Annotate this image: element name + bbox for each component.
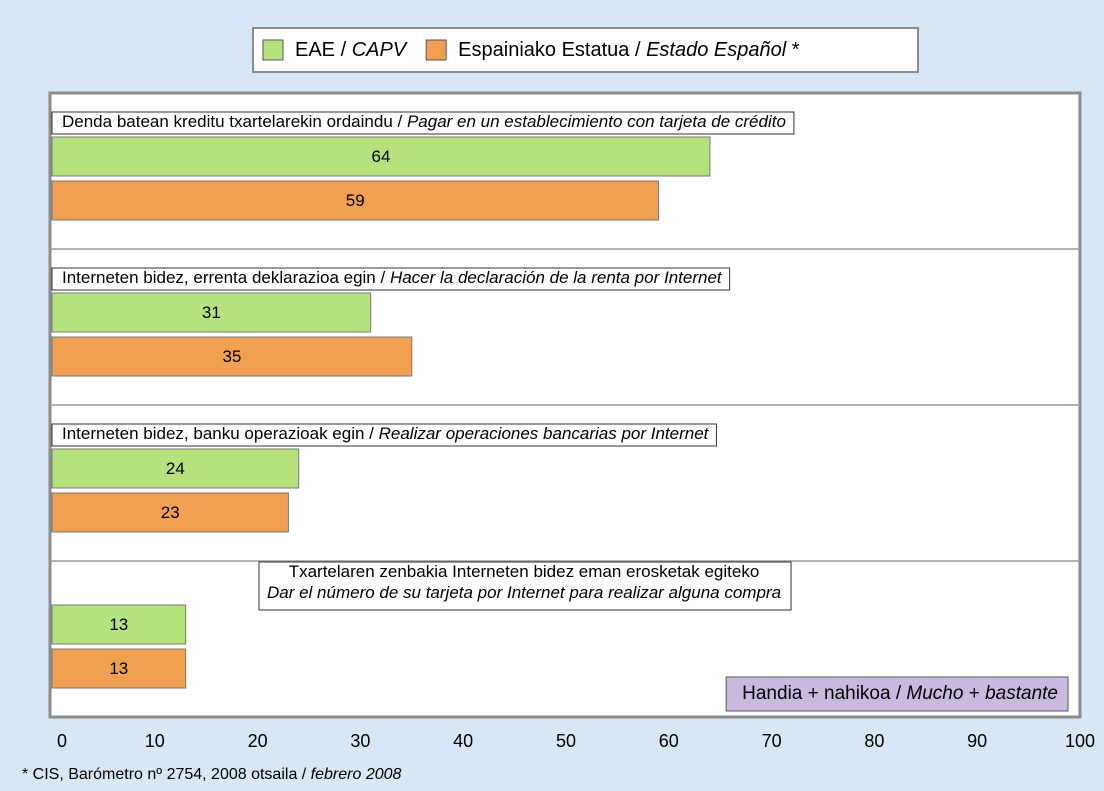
- category-label: Txartelaren zenbakia Interneten bidez em…: [289, 562, 760, 581]
- annotation-part: Mucho: [906, 683, 963, 704]
- legend-label-part: Estado Español: [646, 39, 787, 61]
- category-label-part: Denda batean kreditu txartelarekin ordai…: [62, 112, 407, 131]
- category-label-part: Interneten bidez, errenta deklarazioa eg…: [62, 268, 390, 287]
- x-tick-label: 20: [248, 731, 268, 751]
- category-label-part: Hacer la declaración de la renta por Int…: [390, 268, 723, 287]
- value-label: 24: [166, 459, 185, 478]
- x-tick-label: 40: [453, 731, 473, 751]
- bar: [51, 180, 660, 221]
- x-tick-label: 0: [57, 731, 67, 751]
- annotation: Handia + nahikoa / Mucho + bastante: [742, 683, 1058, 704]
- x-tick-label: 30: [350, 731, 370, 751]
- category-box: [51, 111, 795, 135]
- value-label: 13: [109, 659, 128, 678]
- legend-label-part: CAPV: [352, 39, 408, 61]
- x-tick-label: 10: [145, 731, 165, 751]
- bar: [51, 648, 187, 689]
- legend-swatch: [262, 39, 284, 61]
- value-label: 31: [202, 303, 221, 322]
- footnote-part: febrero 2008: [311, 766, 402, 783]
- value-label: 23: [161, 503, 180, 522]
- bar: [51, 336, 413, 377]
- x-tick-label: 50: [556, 731, 576, 751]
- annotation-part: Handia + nahikoa /: [742, 683, 906, 704]
- category-label: Dar el número de su tarjeta por Internet…: [267, 583, 781, 602]
- legend-label: Espainiako Estatua / Estado Español *: [458, 39, 800, 61]
- footnote-part: * CIS, Barómetro nº 2754, 2008 otsaila /: [22, 766, 311, 783]
- legend-label-part: Espainiako Estatua /: [458, 39, 646, 61]
- category-label: Denda batean kreditu txartelarekin ordai…: [62, 112, 786, 131]
- x-tick-label: 100: [1065, 731, 1095, 751]
- bar: [51, 492, 289, 533]
- annotation-part: +: [963, 683, 985, 704]
- annotation-part: bastante: [985, 683, 1058, 704]
- value-label: 13: [109, 615, 128, 634]
- legend-label: EAE / CAPV: [295, 39, 408, 61]
- legend-swatch: [425, 39, 447, 61]
- bar: [51, 604, 187, 645]
- x-tick-label: 90: [967, 731, 987, 751]
- value-label: 64: [371, 147, 390, 166]
- bar: [51, 292, 372, 333]
- category-label-part: Txartelaren zenbakia Interneten bidez em…: [289, 562, 760, 581]
- category-label-part: Interneten bidez, banku operazioak egin …: [62, 424, 379, 443]
- category-label-part: Pagar en un establecimiento con tarjeta …: [407, 112, 786, 131]
- legend: [252, 27, 919, 73]
- footnote: * CIS, Barómetro nº 2754, 2008 otsaila /…: [22, 766, 402, 783]
- category-label-part: Realizar operaciones bancarias por Inter…: [379, 424, 710, 443]
- x-tick-label: 80: [864, 731, 884, 751]
- bar: [51, 136, 711, 177]
- category-box: [51, 423, 717, 447]
- category-label: Interneten bidez, banku operazioak egin …: [62, 424, 710, 443]
- value-label: 35: [222, 347, 241, 366]
- category-label: Interneten bidez, errenta deklarazioa eg…: [62, 268, 723, 287]
- legend-label-part: *: [786, 39, 800, 61]
- category-box: [258, 561, 792, 611]
- bar: [51, 448, 300, 489]
- x-tick-label: 70: [762, 731, 782, 751]
- category-box: [51, 267, 731, 291]
- legend-label-part: EAE /: [295, 39, 352, 61]
- x-tick-label: 60: [659, 731, 679, 751]
- category-label-part: Dar el número de su tarjeta por Internet…: [267, 583, 781, 602]
- value-label: 59: [346, 191, 365, 210]
- annotation-box: [725, 676, 1069, 712]
